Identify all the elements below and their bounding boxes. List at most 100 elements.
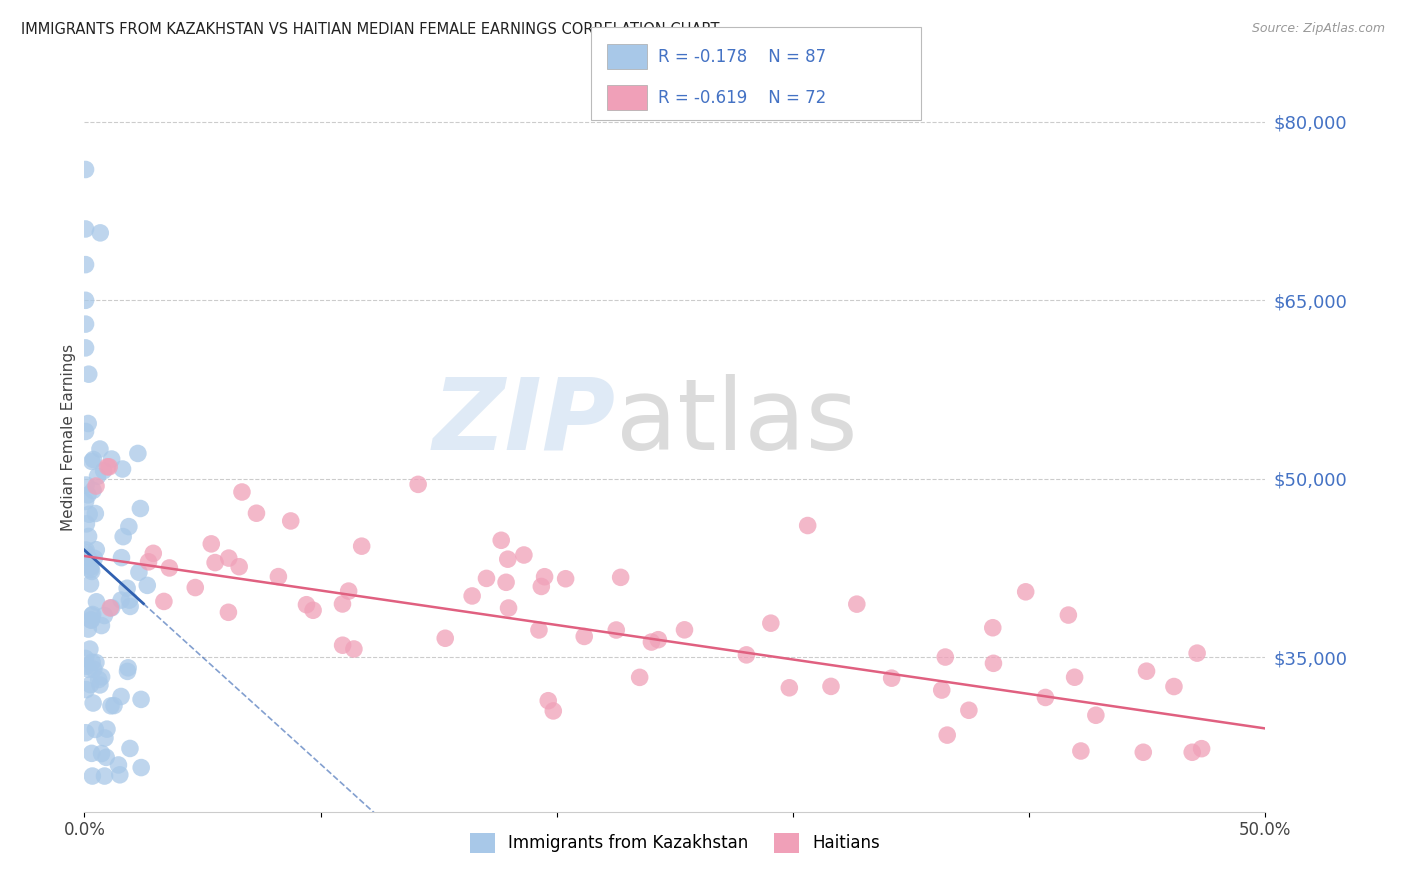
Point bbox=[84, 542, 107, 557]
Point bbox=[628, 670, 651, 684]
Point bbox=[204, 556, 226, 570]
Point bbox=[129, 501, 152, 516]
Point bbox=[228, 559, 250, 574]
Point bbox=[845, 597, 868, 611]
Point bbox=[79, 678, 101, 692]
Point bbox=[1035, 690, 1057, 705]
Text: IMMIGRANTS FROM KAZAKHSTAN VS HAITIAN MEDIAN FEMALE EARNINGS CORRELATION CHART: IMMIGRANTS FROM KAZAKHSTAN VS HAITIAN ME… bbox=[21, 22, 720, 37]
Point bbox=[84, 723, 107, 737]
Point bbox=[1135, 664, 1157, 678]
Point bbox=[89, 442, 111, 456]
Point bbox=[498, 601, 520, 615]
Point bbox=[82, 483, 104, 498]
Point bbox=[79, 642, 101, 657]
Point bbox=[75, 651, 97, 665]
Point bbox=[77, 508, 100, 522]
Point bbox=[84, 507, 107, 521]
Point bbox=[77, 551, 100, 566]
Point bbox=[80, 563, 103, 577]
Point bbox=[112, 530, 135, 544]
Point bbox=[759, 616, 782, 631]
Point bbox=[75, 341, 97, 355]
Point bbox=[75, 543, 97, 558]
Point bbox=[673, 623, 696, 637]
Point bbox=[231, 485, 253, 500]
Point bbox=[75, 162, 97, 177]
Legend: Immigrants from Kazakhstan, Haitians: Immigrants from Kazakhstan, Haitians bbox=[464, 826, 886, 860]
Point bbox=[1191, 741, 1213, 756]
Point bbox=[82, 452, 104, 467]
Point bbox=[96, 750, 118, 764]
Point bbox=[83, 662, 105, 676]
Point bbox=[77, 417, 100, 431]
Point bbox=[80, 613, 103, 627]
Point bbox=[981, 621, 1004, 635]
Point bbox=[80, 565, 103, 579]
Point bbox=[117, 665, 139, 679]
Point bbox=[574, 629, 596, 643]
Point bbox=[138, 555, 160, 569]
Point bbox=[82, 696, 104, 710]
Point bbox=[280, 514, 302, 528]
Point bbox=[75, 425, 97, 439]
Point bbox=[343, 642, 366, 657]
Y-axis label: Median Female Earnings: Median Female Earnings bbox=[60, 343, 76, 531]
Point bbox=[84, 656, 107, 670]
Point bbox=[489, 533, 512, 548]
Point bbox=[82, 607, 104, 622]
Point bbox=[461, 589, 484, 603]
Point bbox=[513, 548, 536, 562]
Point bbox=[96, 722, 118, 736]
Point bbox=[533, 570, 555, 584]
Point bbox=[337, 584, 360, 599]
Point bbox=[110, 690, 132, 704]
Text: atlas: atlas bbox=[616, 374, 858, 471]
Point bbox=[934, 650, 956, 665]
Point bbox=[90, 670, 112, 684]
Point bbox=[117, 661, 139, 675]
Point bbox=[406, 477, 429, 491]
Text: R = -0.178    N = 87: R = -0.178 N = 87 bbox=[658, 47, 827, 65]
Point bbox=[350, 539, 373, 553]
Point bbox=[332, 638, 354, 652]
Point bbox=[820, 679, 842, 693]
Point bbox=[218, 551, 240, 566]
Point bbox=[295, 598, 318, 612]
Point bbox=[77, 529, 100, 543]
Point bbox=[77, 488, 100, 502]
Point bbox=[75, 222, 97, 236]
Point bbox=[82, 769, 104, 783]
Point bbox=[100, 600, 122, 615]
Point bbox=[1063, 670, 1085, 684]
Text: R = -0.619    N = 72: R = -0.619 N = 72 bbox=[658, 89, 827, 107]
Point bbox=[89, 678, 111, 692]
Point bbox=[129, 692, 152, 706]
Point bbox=[1132, 745, 1154, 759]
Point bbox=[77, 662, 100, 676]
Point bbox=[77, 622, 100, 636]
Point bbox=[957, 703, 980, 717]
Point bbox=[75, 478, 97, 492]
Point bbox=[527, 623, 550, 637]
Point bbox=[1015, 584, 1038, 599]
Point bbox=[108, 768, 131, 782]
Point bbox=[129, 761, 152, 775]
Point bbox=[80, 747, 103, 761]
Point bbox=[86, 595, 108, 609]
Point bbox=[82, 656, 104, 670]
Point bbox=[605, 623, 627, 637]
Point bbox=[80, 613, 103, 627]
Point bbox=[1084, 708, 1107, 723]
Point bbox=[75, 725, 97, 739]
Point bbox=[200, 537, 222, 551]
Point bbox=[640, 635, 662, 649]
Text: Source: ZipAtlas.com: Source: ZipAtlas.com bbox=[1251, 22, 1385, 36]
Point bbox=[90, 618, 112, 632]
Point bbox=[110, 593, 132, 607]
Point bbox=[1181, 745, 1204, 759]
Point bbox=[118, 519, 141, 533]
Point bbox=[530, 579, 553, 593]
Point bbox=[128, 566, 150, 580]
Point bbox=[103, 698, 125, 713]
Point bbox=[93, 464, 115, 478]
